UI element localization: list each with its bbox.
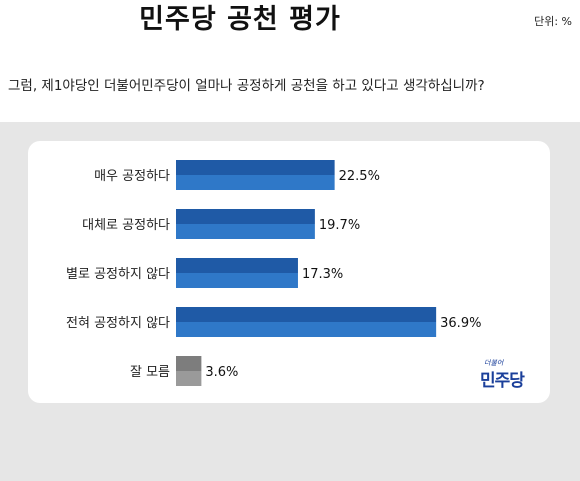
value-label: 36.9% [440, 316, 481, 331]
bar [176, 209, 315, 239]
value-label: 22.5% [339, 169, 380, 184]
logo-small-text: 더불어 [484, 359, 504, 367]
category-label: 전혀 공정하지 않다 [66, 316, 170, 331]
value-label: 17.3% [302, 267, 343, 282]
value-label: 19.7% [319, 218, 360, 233]
category-label: 잘 모름 [130, 365, 170, 380]
bar [176, 160, 335, 190]
unit-label: 단위: % [534, 15, 572, 28]
bar [176, 307, 437, 337]
value-label: 3.6% [205, 365, 238, 380]
survey-question: 그럼, 제1야당인 더불어민주당이 얼마나 공정하게 공천을 하고 있다고 생각… [8, 78, 485, 94]
category-label: 별로 공정하지 않다 [66, 267, 170, 282]
chart-title: 민주당 공천 평가 [139, 4, 341, 35]
party-logo: 더불어 민주당 [478, 358, 538, 391]
logo-main-text: 민주당 [480, 371, 525, 391]
category-label: 대체로 공정하다 [82, 218, 170, 233]
bar [176, 258, 298, 288]
category-label: 매우 공정하다 [94, 169, 170, 184]
bar [176, 356, 202, 386]
